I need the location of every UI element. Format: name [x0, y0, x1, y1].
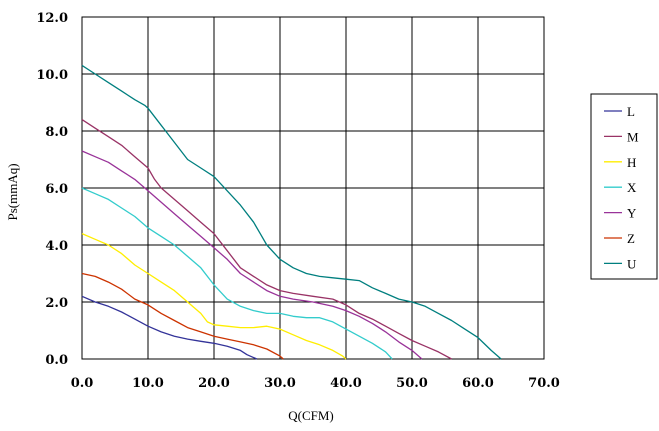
y-tick-label: 4.0 — [45, 239, 68, 254]
series-line-z — [81, 272, 284, 360]
x-tick-label: 0.0 — [71, 376, 94, 391]
series-line-h — [81, 233, 347, 360]
x-tick-label: 50.0 — [396, 376, 428, 391]
y-tick-label: 6.0 — [45, 182, 68, 197]
series-line-x — [81, 187, 393, 360]
x-axis-label: Q(CFM) — [288, 408, 334, 423]
legend-label-x: X — [627, 180, 637, 195]
series-line-y — [81, 150, 423, 360]
x-tick-label: 10.0 — [132, 376, 164, 391]
y-axis-label: Ps(mmAq) — [5, 163, 20, 220]
x-tick-label: 70.0 — [528, 376, 560, 391]
x-tick-label: 20.0 — [198, 376, 230, 391]
y-axis-ticks: 0.0 2.0 4.0 6.0 8.0 10.0 12.0 — [36, 11, 68, 368]
legend-label-u: U — [627, 256, 637, 271]
legend-label-z: Z — [627, 231, 635, 246]
series-line-m — [81, 119, 452, 360]
series — [81, 64, 502, 360]
x-tick-label: 30.0 — [264, 376, 296, 391]
y-tick-label: 2.0 — [45, 296, 68, 311]
y-tick-label: 10.0 — [36, 68, 68, 83]
legend-label-l: L — [627, 104, 635, 119]
x-tick-label: 60.0 — [462, 376, 494, 391]
y-tick-label: 8.0 — [45, 125, 68, 140]
series-line-u — [81, 64, 502, 360]
legend-label-m: M — [627, 129, 639, 144]
x-tick-label: 40.0 — [330, 376, 362, 391]
y-tick-label: 0.0 — [45, 353, 68, 368]
legend-label-h: H — [627, 155, 636, 170]
series-line-l — [81, 295, 258, 360]
y-tick-label: 12.0 — [36, 11, 68, 26]
x-axis-ticks: 0.0 10.0 20.0 30.0 40.0 50.0 60.0 70.0 — [71, 376, 560, 391]
legend-label-y: Y — [627, 206, 637, 221]
legend-box — [590, 93, 658, 280]
grid — [81, 16, 545, 360]
